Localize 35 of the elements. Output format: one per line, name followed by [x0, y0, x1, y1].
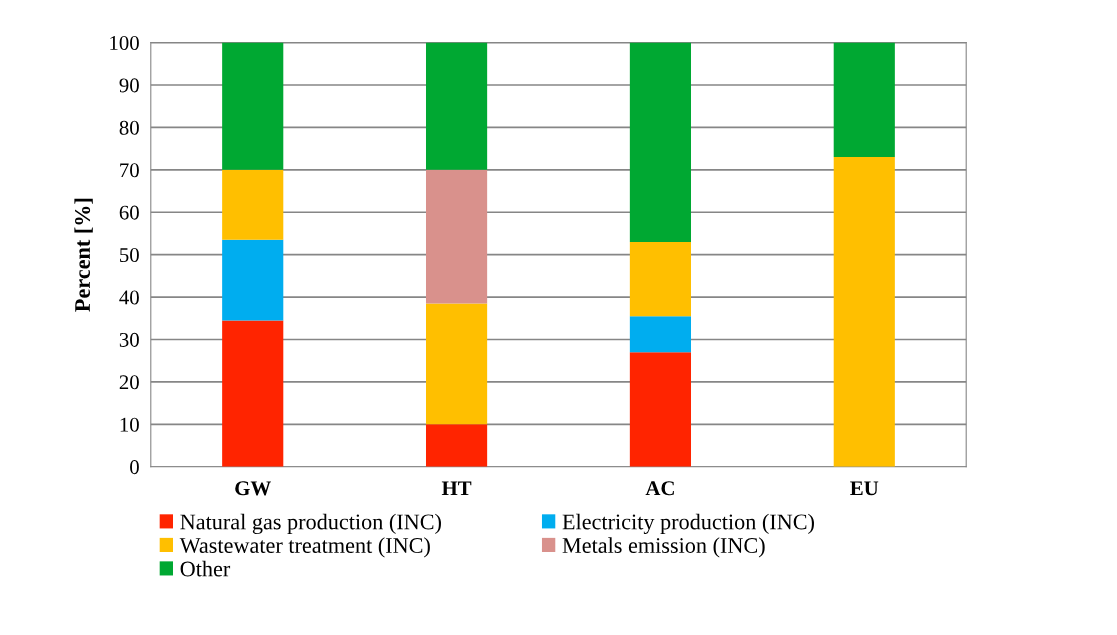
- bar: [426, 303, 488, 425]
- bar: [629, 42, 691, 242]
- y-tick-label: 30: [119, 332, 139, 347]
- y-tick-label: 70: [120, 163, 139, 178]
- x-tick-label: AC: [645, 481, 674, 496]
- bar: [222, 42, 284, 170]
- bar: [426, 424, 488, 467]
- y-tick-label: 40: [119, 290, 139, 305]
- bar: [629, 316, 691, 353]
- bar: [222, 169, 284, 240]
- bar: [426, 42, 488, 170]
- legend-label: Natural gas production (INC): [180, 513, 441, 535]
- y-tick-label: 0: [130, 460, 139, 475]
- bar: [833, 42, 895, 158]
- legend-label: Electricity production (INC): [562, 513, 814, 535]
- bar: [222, 320, 284, 467]
- bar: [222, 239, 284, 321]
- y-tick-label: 80: [119, 120, 139, 135]
- legend-label: Wastewater treatment (INC): [179, 537, 430, 558]
- y-tick-label: 20: [119, 375, 139, 390]
- legend-label: Metals emission (INC): [562, 537, 765, 558]
- bar: [629, 352, 691, 467]
- x-tick-label: GW: [235, 481, 271, 496]
- x-tick-label: HT: [441, 481, 472, 496]
- bar: [833, 157, 895, 467]
- bar: [426, 169, 488, 304]
- x-tick-label: EU: [850, 481, 879, 496]
- y-tick-label: 100: [110, 35, 139, 50]
- y-axis-title: Percent [%]: [74, 198, 93, 312]
- legend-label: Other: [180, 560, 231, 577]
- y-tick-label: 10: [120, 417, 139, 432]
- y-tick-label: 90: [119, 78, 139, 93]
- bar: [629, 241, 691, 317]
- y-tick-label: 60: [119, 205, 139, 220]
- y-tick-label: 50: [120, 248, 139, 263]
